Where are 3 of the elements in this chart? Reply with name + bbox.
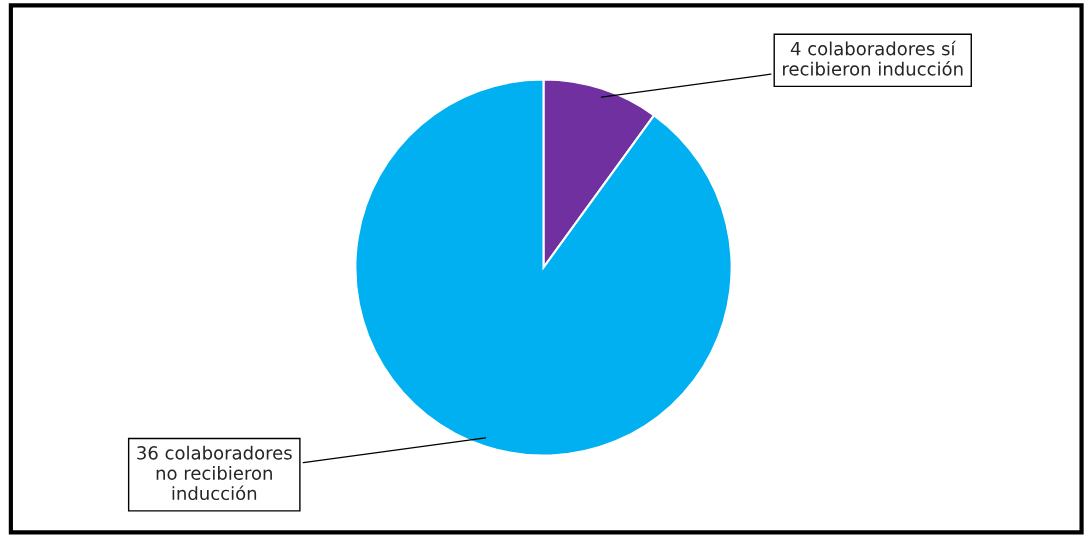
slice-label: 36 colaboradores no recibieron inducción bbox=[137, 445, 292, 501]
pie-slice bbox=[354, 78, 733, 457]
slice-label: 4 colaboradores sí recibieron inducción bbox=[783, 40, 963, 76]
